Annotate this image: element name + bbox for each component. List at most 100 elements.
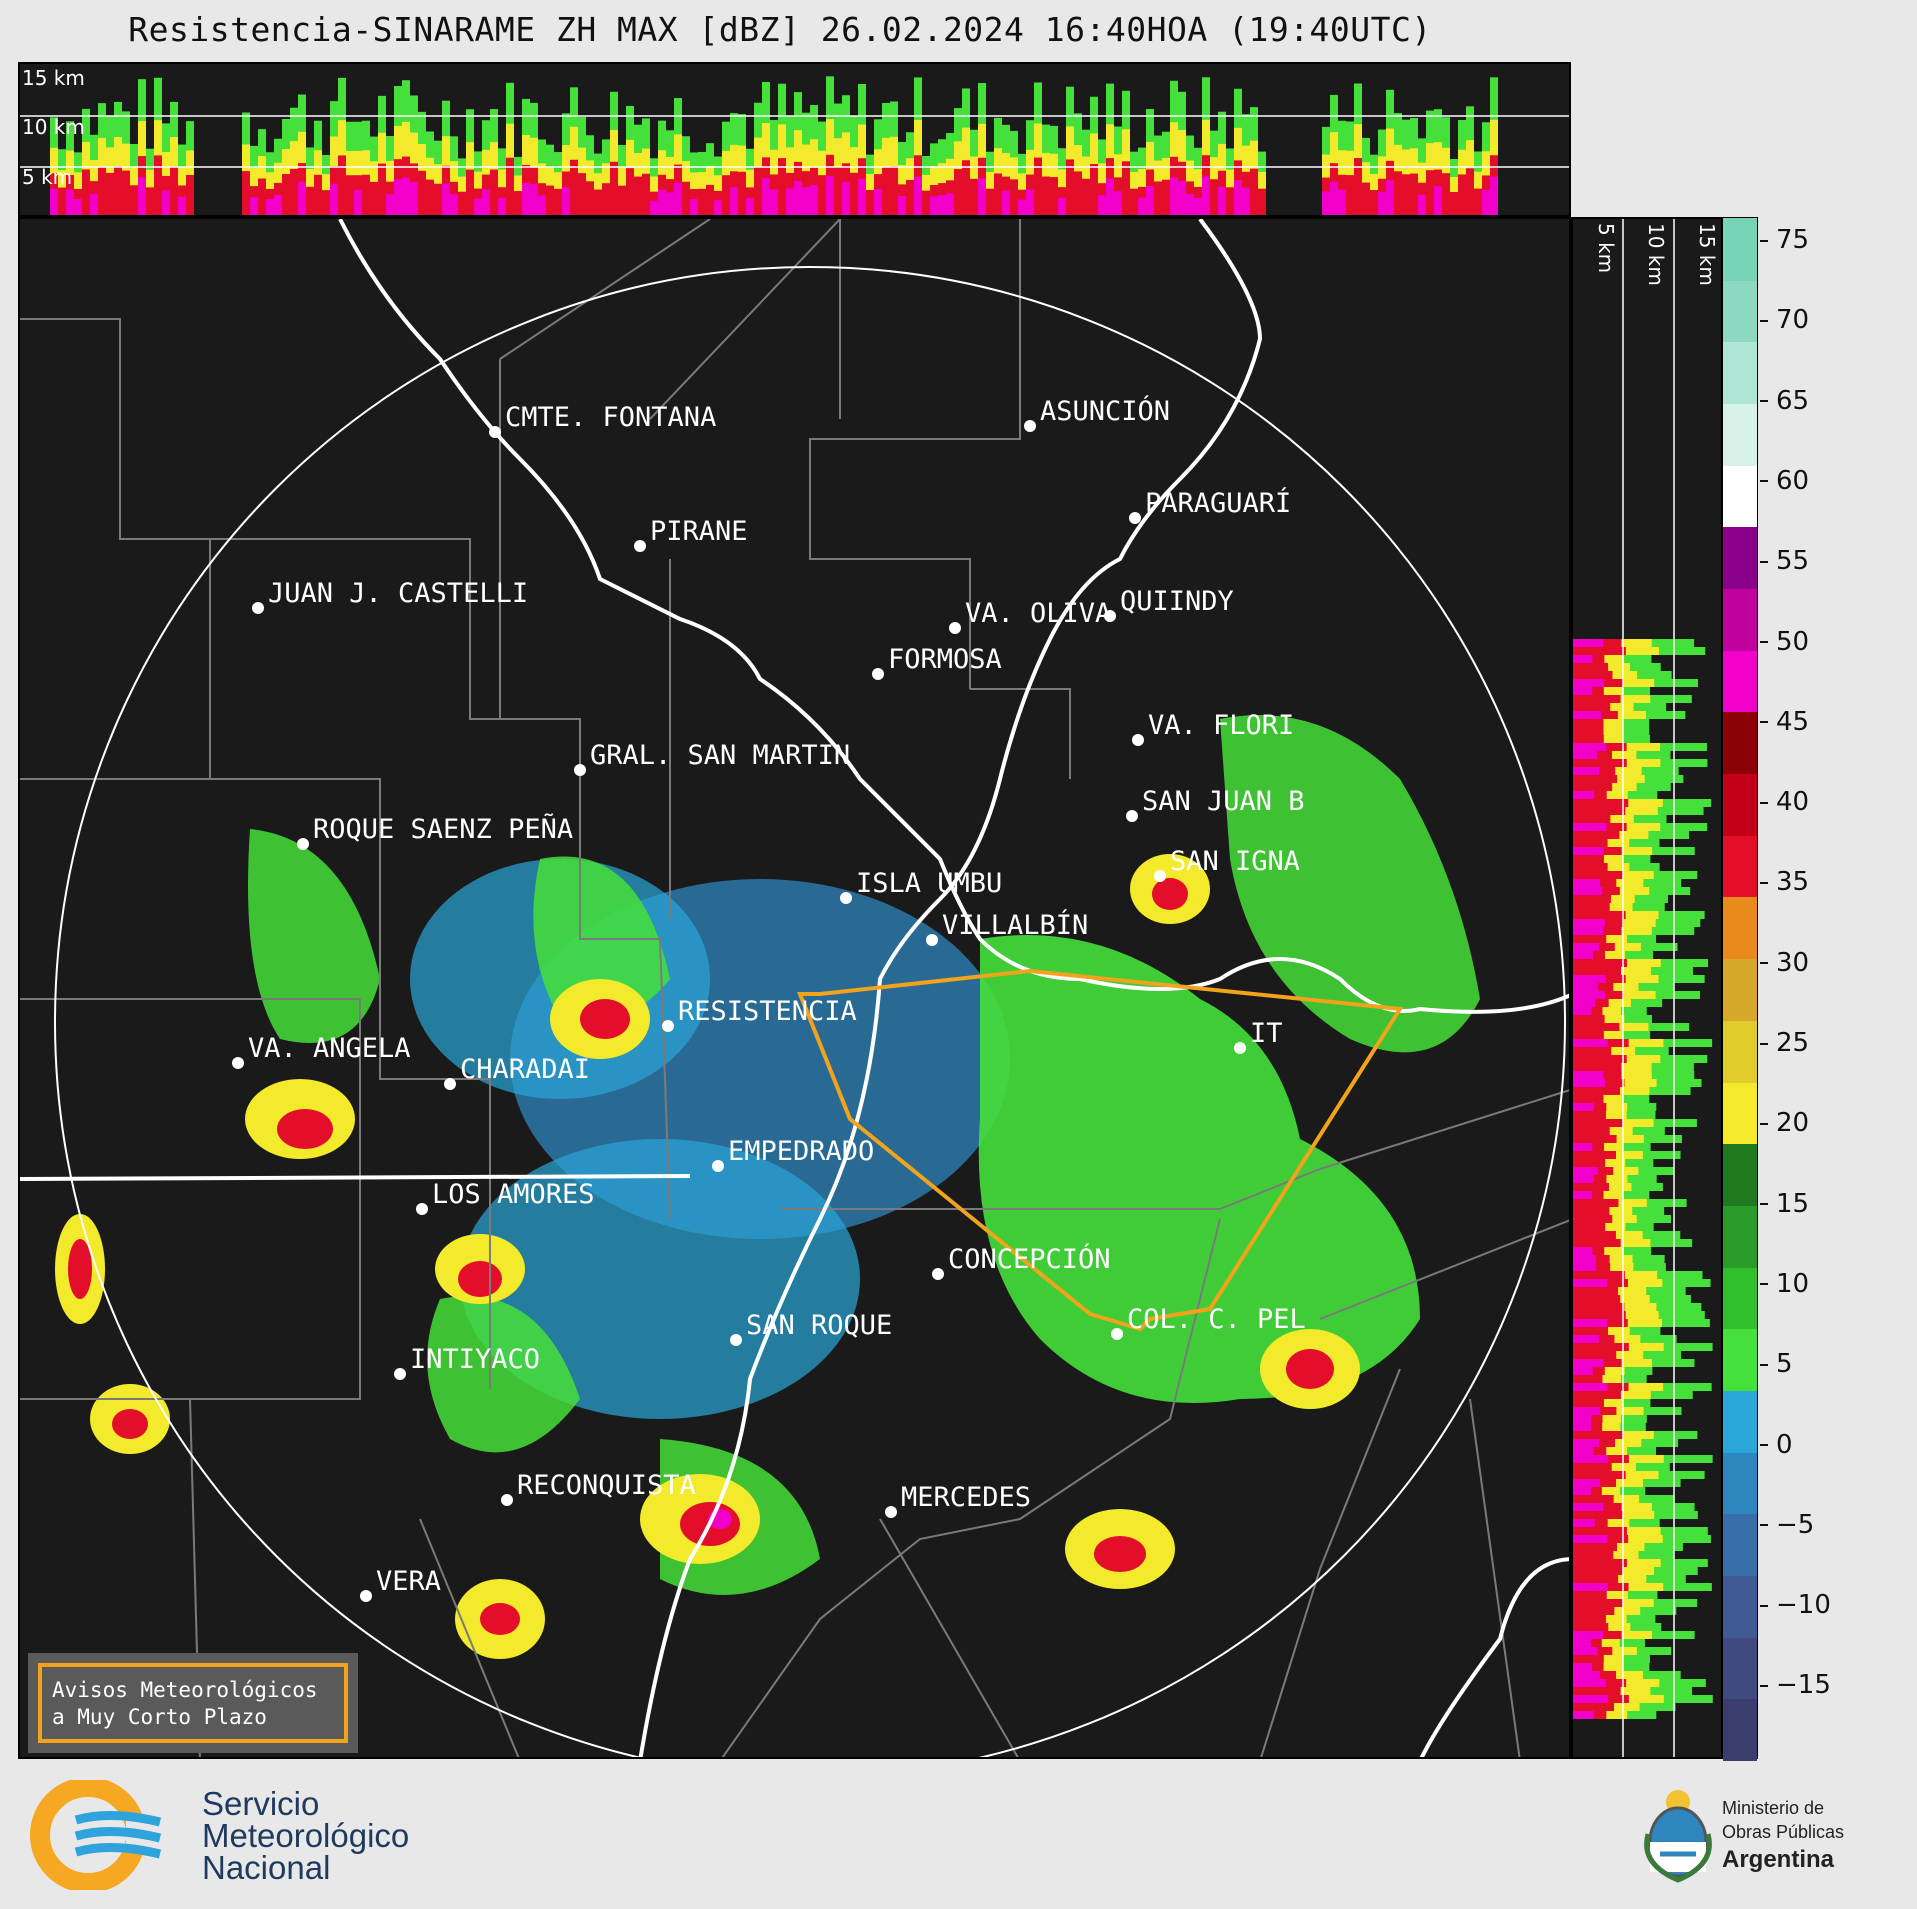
city-label: ROQUE SAENZ PEÑA <box>313 813 573 845</box>
city-marker[interactable]: EMPEDRADO <box>712 1136 874 1172</box>
city-marker[interactable]: VA. FLORI <box>1132 710 1294 746</box>
warning-polygon[interactable] <box>797 968 1404 1332</box>
city-dot[interactable] <box>252 602 264 614</box>
side-echo-row <box>1573 775 1618 783</box>
top-echo-column <box>802 187 810 215</box>
top-echo-column <box>1162 179 1170 215</box>
city-dot[interactable] <box>1111 1328 1123 1340</box>
city-dot[interactable] <box>1154 870 1166 882</box>
top-echo-column <box>1490 176 1498 215</box>
city-marker[interactable]: ROQUE SAENZ PEÑA <box>297 813 573 850</box>
city-marker[interactable]: SAN JUAN B <box>1126 786 1305 822</box>
city-marker[interactable]: RECONQUISTA <box>501 1470 696 1506</box>
city-dot[interactable] <box>1104 610 1116 622</box>
top-echo-column <box>962 160 970 215</box>
radar-map-panel[interactable]: CMTE. FONTANA ASUNCIÓN PARAGUARÍ PIRANE JUAN… <box>18 217 1571 1759</box>
side-echo-row <box>1573 1151 1617 1159</box>
side-echo-row <box>1573 943 1600 951</box>
city-dot[interactable] <box>232 1057 244 1069</box>
top-echo-column <box>122 170 130 215</box>
side-echo-row <box>1573 959 1628 967</box>
city-marker[interactable]: ASUNCIÓN <box>1024 395 1170 432</box>
city-marker[interactable]: CONCEPCIÓN <box>932 1243 1111 1280</box>
city-dot[interactable] <box>949 622 961 634</box>
top-echo-column <box>370 181 378 215</box>
city-dot[interactable] <box>574 764 586 776</box>
side-echo-row <box>1573 1415 1592 1423</box>
top-echo-column <box>1114 191 1122 215</box>
city-marker[interactable]: FORMOSA <box>872 644 1002 680</box>
city-dot[interactable] <box>1234 1042 1246 1054</box>
colorbar-tick-label: 55 <box>1760 546 1910 576</box>
city-dot[interactable] <box>712 1160 724 1172</box>
city-marker[interactable]: COL. C. PEL <box>1111 1304 1306 1340</box>
aviso-inner[interactable]: Avisos Meteorológicos a Muy Corto Plazo <box>38 1663 348 1743</box>
colorbar-tick-label: −10 <box>1760 1590 1910 1620</box>
city-dot[interactable] <box>634 540 646 552</box>
colorbar-band <box>1723 1328 1757 1391</box>
city-dot[interactable] <box>1024 420 1036 432</box>
aviso-box[interactable]: Avisos Meteorológicos a Muy Corto Plazo <box>28 1653 358 1753</box>
top-echo-column <box>1322 191 1330 215</box>
top-echo-column <box>362 174 370 215</box>
top-echo-column <box>90 193 98 215</box>
top-echo-column <box>674 182 682 215</box>
city-dot[interactable] <box>730 1334 742 1346</box>
top-echo-column <box>594 189 602 215</box>
city-marker[interactable]: PIRANE <box>634 516 748 552</box>
city-marker[interactable]: SAN IGNA <box>1154 846 1300 882</box>
top-echo-column <box>562 187 570 215</box>
side-echo-row <box>1573 1543 1617 1551</box>
city-dot[interactable] <box>1132 734 1144 746</box>
top-echo-column <box>114 166 122 215</box>
city-marker[interactable]: CHARADAI <box>444 1054 590 1090</box>
city-marker[interactable]: CMTE. FONTANA <box>489 402 716 438</box>
city-marker[interactable]: RESISTENCIA <box>662 996 857 1032</box>
side-echo-row <box>1573 1511 1623 1519</box>
city-dot[interactable] <box>926 934 938 946</box>
top-echo-column <box>386 194 394 215</box>
top-echo-column <box>106 172 114 215</box>
city-dot[interactable] <box>489 426 501 438</box>
city-marker[interactable]: GRAL. SAN MARTIN <box>574 740 850 776</box>
city-marker[interactable]: VERA <box>360 1566 441 1602</box>
city-dot[interactable] <box>662 1020 674 1032</box>
city-dot[interactable] <box>394 1368 406 1380</box>
city-dot[interactable] <box>872 668 884 680</box>
city-dot[interactable] <box>1126 810 1138 822</box>
city-marker[interactable]: QUIINDY <box>1104 586 1234 622</box>
side-echo-row <box>1573 1423 1592 1431</box>
city-dot[interactable] <box>501 1494 513 1506</box>
top-echo-column <box>650 200 658 215</box>
city-dot[interactable] <box>932 1268 944 1280</box>
top-echo-column <box>1394 171 1402 215</box>
city-marker[interactable]: VILLALBÍN <box>926 909 1088 946</box>
city-dot[interactable] <box>444 1078 456 1090</box>
city-dot[interactable] <box>885 1506 897 1518</box>
colorbar-tick-label: 50 <box>1760 627 1910 657</box>
city-marker[interactable]: MERCEDES <box>885 1482 1031 1518</box>
side-echo-row <box>1573 711 1602 719</box>
smn-logo: Servicio Meteorológico Nacional <box>30 1780 430 1890</box>
city-marker[interactable]: VA. ANGELA <box>232 1033 411 1069</box>
top-echo-column <box>474 198 482 215</box>
city-label: EMPEDRADO <box>728 1136 874 1167</box>
city-dot[interactable] <box>840 892 852 904</box>
city-marker[interactable]: IT <box>1234 1018 1283 1054</box>
city-marker[interactable]: VA. OLIVA <box>949 598 1111 634</box>
city-marker[interactable]: INTIYACO <box>394 1344 540 1380</box>
city-dot[interactable] <box>297 838 309 850</box>
city-dot[interactable] <box>1129 512 1141 524</box>
city-marker[interactable]: SAN ROQUE <box>730 1310 892 1346</box>
top-echo-column <box>1090 163 1098 215</box>
side-echo-row <box>1573 1015 1605 1023</box>
top-echo-column <box>1442 173 1450 215</box>
city-marker[interactable]: JUAN J. CASTELLI <box>252 578 528 614</box>
city-dot[interactable] <box>416 1203 428 1215</box>
radar-map-svg[interactable]: CMTE. FONTANA ASUNCIÓN PARAGUARÍ PIRANE JUAN… <box>20 219 1571 1759</box>
side-echo-row <box>1573 1239 1621 1247</box>
city-marker[interactable]: LOS AMORES <box>416 1179 595 1215</box>
city-dot[interactable] <box>360 1590 372 1602</box>
city-marker[interactable]: PARAGUARÍ <box>1129 487 1291 524</box>
city-marker[interactable]: ISLA UMBU <box>840 868 1002 904</box>
